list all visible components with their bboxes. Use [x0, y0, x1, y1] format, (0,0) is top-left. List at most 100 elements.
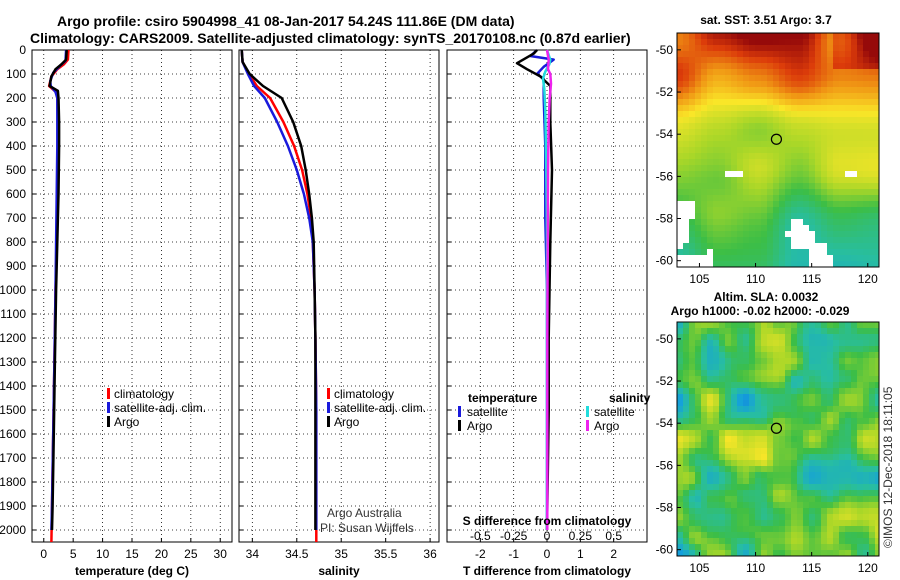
map-cell: [719, 364, 725, 370]
map-cell: [809, 334, 815, 340]
map-cell: [785, 334, 791, 340]
map-cell: [725, 460, 731, 466]
map-cell: [683, 171, 689, 177]
map-cell: [863, 33, 869, 39]
map-cell: [839, 478, 845, 484]
map-cell: [803, 364, 809, 370]
map-cell: [725, 183, 731, 189]
map-cell: [719, 328, 725, 334]
map-cell: [857, 231, 863, 237]
map-cell: [749, 189, 755, 195]
map-cell: [755, 33, 761, 39]
map-cell: [833, 328, 839, 334]
map-cell: [827, 448, 833, 454]
map-cell: [701, 550, 707, 556]
map-cell: [851, 237, 857, 243]
map-cell: [749, 81, 755, 87]
map-cell: [821, 406, 827, 412]
map-cell: [869, 105, 875, 111]
map-cell: [827, 207, 833, 213]
map-cell: [701, 63, 707, 69]
map-cell: [713, 153, 719, 159]
map-cell: [677, 141, 683, 147]
map-cell: [713, 472, 719, 478]
map-cell: [731, 466, 737, 472]
map-cell: [851, 261, 857, 267]
map-cell: [845, 33, 851, 39]
map-cell: [773, 376, 779, 382]
map-cell: [683, 460, 689, 466]
map-cell: [875, 388, 879, 394]
map-cell: [827, 514, 833, 520]
map-cell: [803, 207, 809, 213]
map-cell: [815, 237, 821, 243]
map-cell: [773, 177, 779, 183]
map-cell: [827, 201, 833, 207]
map-cell: [857, 39, 863, 45]
map-cell: [707, 352, 713, 358]
x-tick-label: -1: [508, 547, 519, 561]
map-cell: [761, 75, 767, 81]
map-cell: [779, 189, 785, 195]
map-cell: [779, 502, 785, 508]
map-cell: [815, 219, 821, 225]
map-cell: [845, 63, 851, 69]
map-cell: [839, 39, 845, 45]
map-cell: [677, 123, 683, 129]
map-cell: [851, 496, 857, 502]
map-cell: [791, 39, 797, 45]
map-cell: [677, 213, 683, 219]
map-cell: [785, 388, 791, 394]
map-cell: [695, 129, 701, 135]
map-x-tick-label: 110: [746, 272, 765, 286]
map-cell: [803, 496, 809, 502]
map-cell: [833, 177, 839, 183]
map-cell: [833, 496, 839, 502]
map-cell: [857, 496, 863, 502]
map-cell: [857, 442, 863, 448]
map-cell: [851, 165, 857, 171]
map-cell: [737, 147, 743, 153]
map-cell: [857, 249, 863, 255]
map-cell: [689, 466, 695, 472]
map-cell: [695, 225, 701, 231]
map-cell: [737, 195, 743, 201]
map-cell: [683, 99, 689, 105]
map-cell: [779, 334, 785, 340]
map-cell: [863, 93, 869, 99]
map-cell: [863, 436, 869, 442]
x-tick-label: 0: [544, 547, 551, 561]
map-cell: [701, 502, 707, 508]
map-cell: [845, 105, 851, 111]
map-cell: [743, 57, 749, 63]
map-cell: [797, 93, 803, 99]
map-cell: [821, 261, 827, 267]
map-cell: [827, 484, 833, 490]
map-cell: [713, 358, 719, 364]
map-cell: [839, 213, 845, 219]
map-cell: [743, 189, 749, 195]
map-cell: [827, 231, 833, 237]
map-cell: [845, 400, 851, 406]
map-cell: [869, 201, 875, 207]
map-cell: [707, 261, 713, 267]
map-cell: [725, 388, 731, 394]
map-cell: [869, 39, 875, 45]
map-cell: [851, 57, 857, 63]
map-cell: [707, 219, 713, 225]
map-cell: [779, 322, 785, 328]
map-cell: [839, 111, 845, 117]
map-cell: [791, 153, 797, 159]
map-cell: [773, 111, 779, 117]
map-cell: [827, 105, 833, 111]
map-cell: [689, 165, 695, 171]
map-cell: [743, 111, 749, 117]
map-cell: [761, 496, 767, 502]
map-cell: [683, 400, 689, 406]
map-cell: [869, 33, 875, 39]
map-cell: [845, 508, 851, 514]
map-title-line-2: Argo h1000: -0.02 h2000: -0.029: [671, 304, 850, 318]
map-cell: [791, 478, 797, 484]
map-cell: [797, 51, 803, 57]
map-cell: [767, 129, 773, 135]
